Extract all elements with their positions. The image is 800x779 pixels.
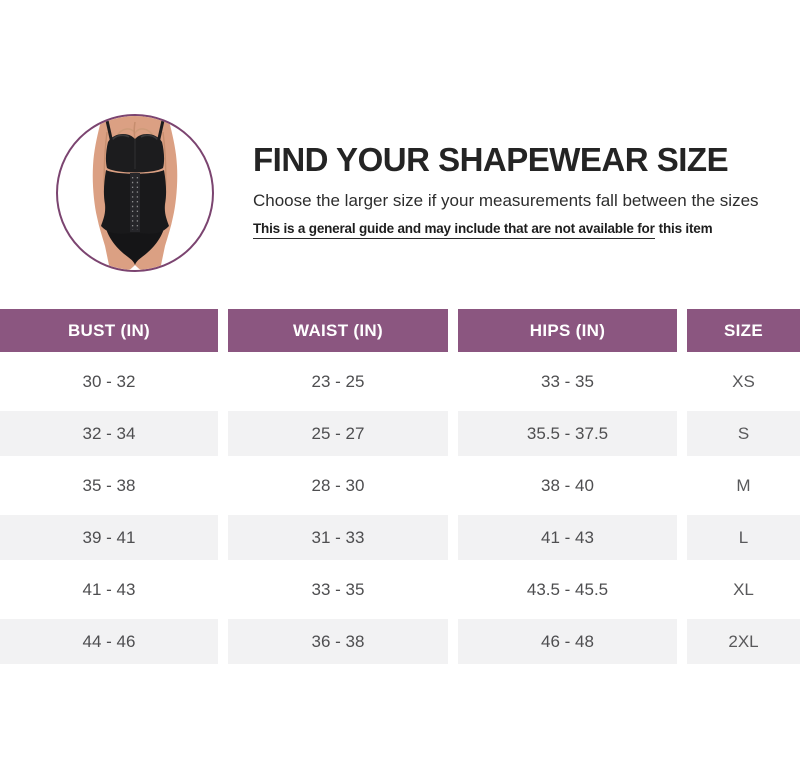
cell-bust: 44 - 46 bbox=[0, 619, 218, 664]
subtitle: Choose the larger size if your measureme… bbox=[253, 190, 759, 210]
guide-note: This is a general guide and may include … bbox=[253, 220, 783, 239]
cell-size: XL bbox=[733, 579, 754, 599]
cell-waist: 23 - 25 bbox=[311, 371, 365, 391]
guide-note-rest: this item bbox=[658, 220, 713, 236]
row-xl: 41 - 43 33 - 35 43.5 - 45.5 XL bbox=[0, 567, 800, 612]
size-guide-heading-block: FIND YOUR SHAPEWEAR SIZE Choose the larg… bbox=[253, 141, 783, 239]
size-chart-table: BUST (IN) WAIST (IN) HIPS (IN) SIZE 30 -… bbox=[0, 309, 800, 671]
column-header-size: SIZE bbox=[687, 309, 800, 352]
shapewear-model-illustration bbox=[92, 116, 178, 270]
row-2xl: 44 - 46 36 - 38 46 - 48 2XL bbox=[0, 619, 800, 664]
column-header-hips: HIPS (IN) bbox=[458, 309, 677, 352]
cell-waist: 33 - 35 bbox=[311, 579, 365, 599]
page-title: FIND YOUR SHAPEWEAR SIZE bbox=[253, 141, 729, 178]
cell-size: L bbox=[687, 515, 800, 560]
row-m: 35 - 38 28 - 30 38 - 40 M bbox=[0, 463, 800, 508]
cell-waist: 31 - 33 bbox=[228, 515, 448, 560]
cell-size: M bbox=[736, 475, 751, 495]
cell-bust: 35 - 38 bbox=[82, 475, 136, 495]
row-l: 39 - 41 31 - 33 41 - 43 L bbox=[0, 515, 800, 560]
cell-hips: 43.5 - 45.5 bbox=[526, 579, 609, 599]
cell-bust: 41 - 43 bbox=[82, 579, 136, 599]
cell-hips: 33 - 35 bbox=[541, 371, 594, 391]
row-xs: 30 - 32 23 - 25 33 - 35 XS bbox=[0, 359, 800, 404]
cell-bust: 32 - 34 bbox=[0, 411, 218, 456]
guide-note-underlined: This is a general guide and may include … bbox=[253, 220, 655, 239]
cell-bust: 39 - 41 bbox=[0, 515, 218, 560]
shapewear-model-photo bbox=[56, 114, 214, 272]
row-s: 32 - 34 25 - 27 35.5 - 37.5 S bbox=[0, 411, 800, 456]
table-header-row: BUST (IN) WAIST (IN) HIPS (IN) SIZE bbox=[0, 309, 800, 352]
cell-hips: 46 - 48 bbox=[458, 619, 677, 664]
cell-bust: 30 - 32 bbox=[82, 371, 136, 391]
cell-waist: 25 - 27 bbox=[228, 411, 448, 456]
cell-waist: 36 - 38 bbox=[228, 619, 448, 664]
cell-hips: 38 - 40 bbox=[541, 475, 594, 495]
cell-size: XS bbox=[732, 371, 755, 391]
cell-hips: 35.5 - 37.5 bbox=[458, 411, 677, 456]
column-header-waist: WAIST (IN) bbox=[228, 309, 448, 352]
cell-waist: 28 - 30 bbox=[311, 475, 365, 495]
cell-hips: 41 - 43 bbox=[458, 515, 677, 560]
cell-size: 2XL bbox=[687, 619, 800, 664]
cell-size: S bbox=[687, 411, 800, 456]
column-header-bust: BUST (IN) bbox=[0, 309, 218, 352]
